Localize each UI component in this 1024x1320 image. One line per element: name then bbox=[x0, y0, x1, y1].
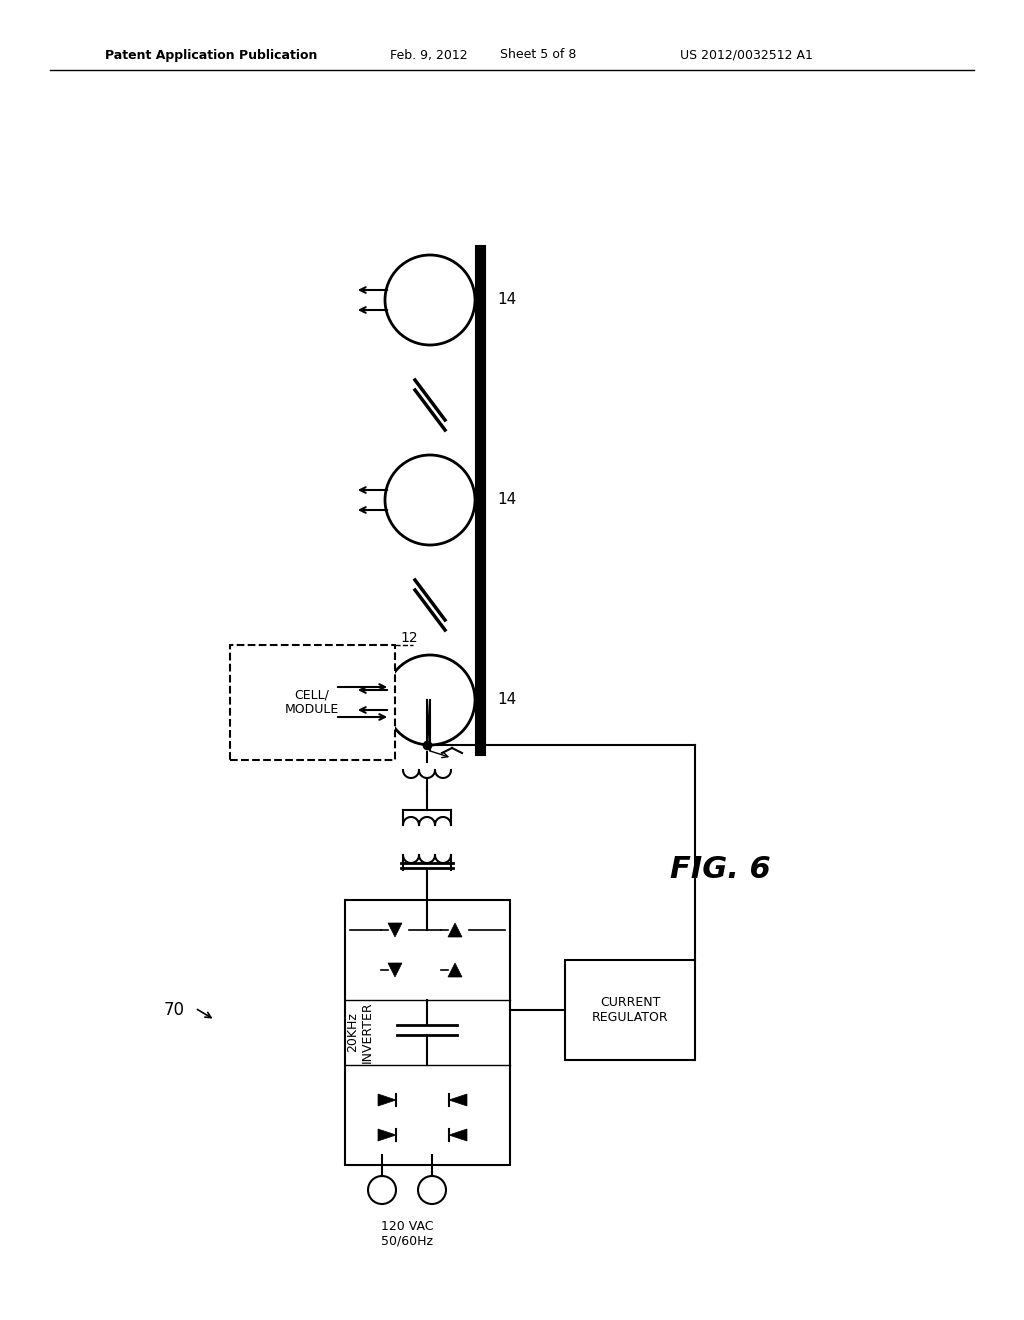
Text: 12: 12 bbox=[400, 631, 418, 645]
Text: Patent Application Publication: Patent Application Publication bbox=[105, 49, 317, 62]
Text: 14: 14 bbox=[497, 693, 516, 708]
Text: FIG. 6: FIG. 6 bbox=[670, 855, 770, 884]
Bar bbox=[565, 960, 695, 1060]
Text: 70: 70 bbox=[164, 1001, 185, 1019]
Polygon shape bbox=[388, 964, 402, 977]
Text: 20KHz
INVERTER: 20KHz INVERTER bbox=[346, 1001, 374, 1063]
Polygon shape bbox=[449, 923, 462, 937]
Text: Sheet 5 of 8: Sheet 5 of 8 bbox=[500, 49, 577, 62]
Text: 14: 14 bbox=[497, 293, 516, 308]
Text: 120 VAC
50/60Hz: 120 VAC 50/60Hz bbox=[381, 1220, 433, 1247]
Bar bbox=[345, 900, 510, 1166]
Polygon shape bbox=[449, 1129, 467, 1140]
Polygon shape bbox=[378, 1129, 396, 1140]
Text: CELL/
MODULE: CELL/ MODULE bbox=[285, 688, 339, 715]
Text: 14: 14 bbox=[497, 492, 516, 507]
Text: US 2012/0032512 A1: US 2012/0032512 A1 bbox=[680, 49, 813, 62]
Polygon shape bbox=[449, 1094, 467, 1106]
Text: Feb. 9, 2012: Feb. 9, 2012 bbox=[390, 49, 468, 62]
Polygon shape bbox=[378, 1094, 396, 1106]
Text: CURRENT
REGULATOR: CURRENT REGULATOR bbox=[592, 997, 669, 1024]
Polygon shape bbox=[449, 964, 462, 977]
Bar bbox=[230, 645, 395, 760]
Polygon shape bbox=[388, 923, 402, 937]
